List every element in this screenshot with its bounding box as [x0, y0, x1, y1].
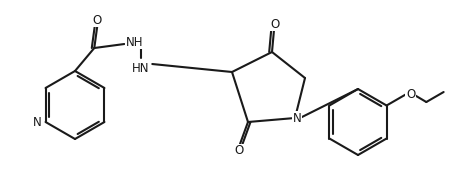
- Text: O: O: [93, 14, 102, 27]
- Text: HN: HN: [132, 61, 149, 74]
- Text: O: O: [234, 145, 244, 158]
- Text: O: O: [406, 88, 415, 101]
- Text: O: O: [271, 17, 280, 30]
- Text: NH: NH: [126, 36, 143, 49]
- Text: N: N: [293, 111, 301, 124]
- Text: N: N: [33, 115, 42, 129]
